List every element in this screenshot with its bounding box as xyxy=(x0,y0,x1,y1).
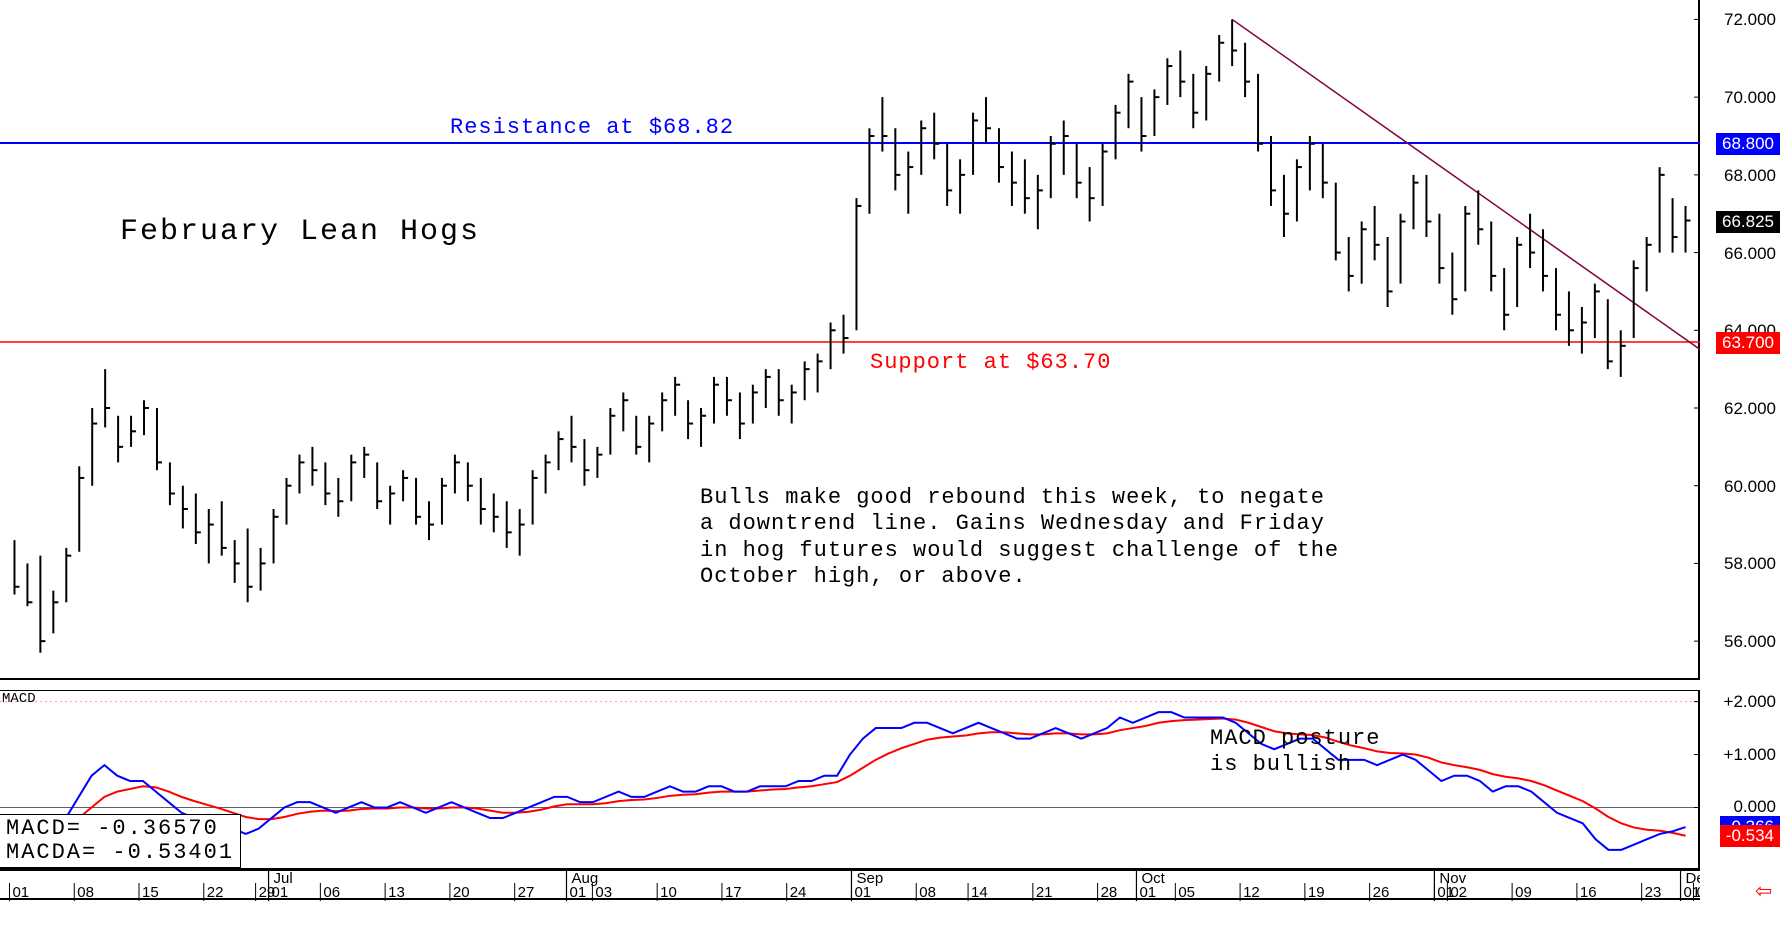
chart-commentary: Bulls make good rebound this week, to ne… xyxy=(700,485,1339,591)
y-axis-gutter: 56.00058.00060.00062.00064.00066.00068.0… xyxy=(1700,0,1780,900)
svg-text:23: 23 xyxy=(1645,884,1662,901)
y-tick-label: 66.000 xyxy=(1724,244,1776,264)
macd-y-tick-label: 0.000 xyxy=(1733,797,1776,817)
y-tick-label: 58.000 xyxy=(1724,554,1776,574)
svg-text:20: 20 xyxy=(453,884,470,901)
y-tick-label: 62.000 xyxy=(1724,399,1776,419)
macd-chart-svg xyxy=(0,691,1700,871)
resistance-price-badge: 68.800 xyxy=(1716,133,1780,155)
price-chart: February Lean Hogs Resistance at $68.82 … xyxy=(0,0,1700,680)
y-tick-label: 72.000 xyxy=(1724,10,1776,30)
resistance-label: Resistance at $68.82 xyxy=(450,115,734,141)
svg-text:10: 10 xyxy=(660,884,677,901)
svg-text:19: 19 xyxy=(1308,884,1325,901)
y-tick-label: 70.000 xyxy=(1724,88,1776,108)
svg-text:Oct: Oct xyxy=(1141,871,1165,887)
svg-text:13: 13 xyxy=(388,884,405,901)
svg-text:06: 06 xyxy=(323,884,340,901)
svg-text:Nov: Nov xyxy=(1439,871,1466,887)
svg-text:28: 28 xyxy=(1101,884,1118,901)
svg-text:05: 05 xyxy=(1178,884,1195,901)
macd-panel-label: MACD xyxy=(2,691,36,707)
macd-chart: MACD MACD posture is bullish MACD= -0.36… xyxy=(0,690,1700,870)
svg-text:16: 16 xyxy=(1580,884,1597,901)
svg-text:14: 14 xyxy=(971,884,988,901)
svg-text:08: 08 xyxy=(919,884,936,901)
svg-text:Sep: Sep xyxy=(856,871,883,887)
y-tick-label: 60.000 xyxy=(1724,477,1776,497)
macd-y-tick-label: +1.000 xyxy=(1724,745,1776,765)
y-tick-label: 68.000 xyxy=(1724,166,1776,186)
macda-value: MACDA= -0.53401 xyxy=(6,841,234,865)
svg-text:01: 01 xyxy=(12,884,29,901)
svg-text:08: 08 xyxy=(77,884,94,901)
svg-text:09: 09 xyxy=(1515,884,1532,901)
svg-text:26: 26 xyxy=(1373,884,1390,901)
x-axis: 0108152229010613202701031017240108142128… xyxy=(0,870,1700,900)
scroll-left-arrow[interactable]: ⇦ xyxy=(1755,873,1772,908)
svg-text:15: 15 xyxy=(142,884,159,901)
svg-text:Dec: Dec xyxy=(1686,871,1700,887)
macd-value-readout: MACD= -0.36570 MACDA= -0.53401 xyxy=(0,814,241,868)
support-label: Support at $63.70 xyxy=(870,350,1111,376)
svg-text:24: 24 xyxy=(790,884,807,901)
x-axis-svg: 0108152229010613202701031017240108142128… xyxy=(0,871,1700,901)
svg-text:Aug: Aug xyxy=(571,871,598,887)
macd-commentary: MACD posture is bullish xyxy=(1210,726,1380,779)
support-price-badge: 63.700 xyxy=(1716,332,1780,354)
macd-y-tick-label: +2.000 xyxy=(1724,692,1776,712)
macd-value: MACD= -0.36570 xyxy=(6,817,234,841)
svg-text:27: 27 xyxy=(518,884,535,901)
signal-current-badge: -0.534 xyxy=(1720,825,1780,847)
svg-text:17: 17 xyxy=(725,884,742,901)
chart-title: February Lean Hogs xyxy=(120,215,480,249)
svg-text:12: 12 xyxy=(1243,884,1260,901)
current-price-badge: 66.825 xyxy=(1716,211,1780,233)
svg-text:21: 21 xyxy=(1036,884,1053,901)
y-tick-label: 56.000 xyxy=(1724,632,1776,652)
svg-text:22: 22 xyxy=(207,884,224,901)
svg-text:Jul: Jul xyxy=(274,871,293,887)
